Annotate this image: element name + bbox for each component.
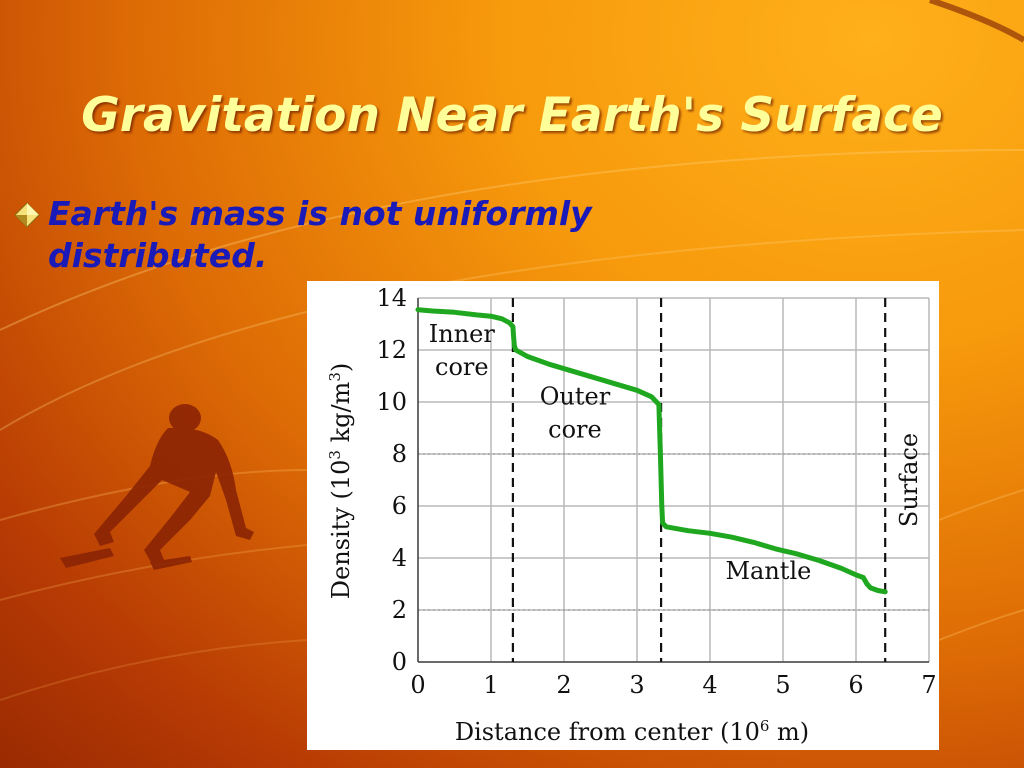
x-tick-label-6: 6 bbox=[848, 671, 863, 699]
density-curve bbox=[415, 307, 888, 595]
y-tick-label-0: 0 bbox=[392, 648, 407, 676]
y-tick-label-2: 4 bbox=[392, 544, 407, 572]
y-tick-label-7: 14 bbox=[376, 284, 407, 312]
x-tick-label-7: 7 bbox=[921, 671, 936, 699]
y-tick-label-5: 10 bbox=[376, 388, 407, 416]
annotation-0-line-0: Inner bbox=[429, 320, 496, 348]
diamond-bullet-icon bbox=[14, 202, 40, 228]
annotation-1-line-0: Outer bbox=[540, 383, 611, 411]
annotation-0-line-1: core bbox=[435, 353, 489, 381]
x-tick-label-2: 2 bbox=[556, 671, 571, 699]
x-tick-label-3: 3 bbox=[629, 671, 644, 699]
annotation-surface: Surface bbox=[895, 433, 923, 527]
annotation-1-line-1: core bbox=[548, 416, 602, 444]
slide-title: Gravitation Near Earth's Surface bbox=[81, 88, 943, 143]
annotation-2-line-0: Mantle bbox=[725, 557, 811, 585]
y-tick-label-4: 8 bbox=[392, 440, 407, 468]
bullet-text: Earth's mass is not uniformly distribute… bbox=[48, 194, 592, 275]
x-tick-label-5: 5 bbox=[775, 671, 790, 699]
y-axis-label: Density (103 kg/m3) bbox=[326, 363, 355, 600]
y-tick-label-1: 2 bbox=[392, 596, 407, 624]
x-tick-label-1: 1 bbox=[483, 671, 498, 699]
x-tick-label-0: 0 bbox=[410, 671, 425, 699]
y-tick-label-6: 12 bbox=[376, 336, 407, 364]
region-boundaries bbox=[511, 298, 887, 662]
y-tick-label-3: 6 bbox=[392, 492, 407, 520]
sprinter-silhouette-icon bbox=[60, 404, 254, 570]
region-annotations: Inner core Outer core Mantle Surface bbox=[429, 320, 923, 585]
x-axis-label: Distance from center (106 m) bbox=[455, 717, 809, 746]
chart-grid bbox=[417, 297, 930, 663]
bullet-item: Earth's mass is not uniformly distribute… bbox=[14, 193, 734, 277]
x-tick-label-4: 4 bbox=[702, 671, 717, 699]
